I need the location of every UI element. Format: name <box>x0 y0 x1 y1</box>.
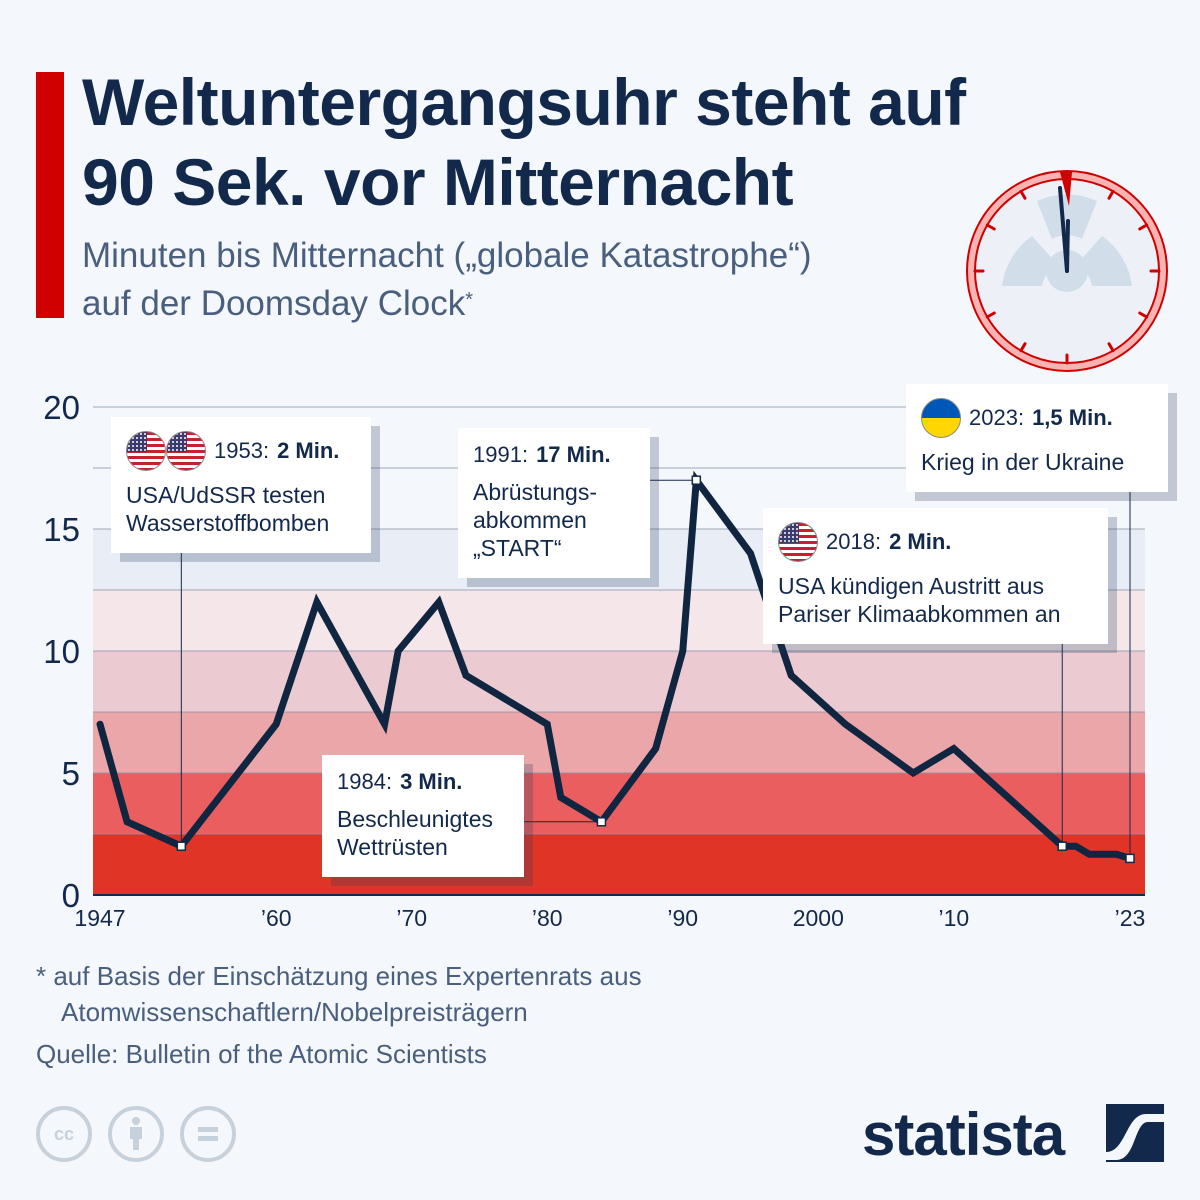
red-wedge <box>1060 172 1072 206</box>
data-point-marker <box>691 475 702 485</box>
footnote-line-2: Atomwissenschaftlern/Nobelpreisträgern <box>61 997 528 1027</box>
risk-band <box>93 834 1145 895</box>
annotation-value: 17 Min. <box>536 442 611 467</box>
annotation-line: Beschleunigtes <box>337 806 493 832</box>
data-point-marker <box>1125 853 1135 864</box>
annotation-text: USA/UdSSR testen Wasserstoffbomben <box>126 481 357 537</box>
subtitle-line-1: Minuten bis Mitternacht („globale Katast… <box>82 236 812 275</box>
flags <box>921 398 961 438</box>
cc-icon[interactable]: cc <box>36 1106 92 1162</box>
y-tick-label: 20 <box>43 389 80 426</box>
flags <box>126 431 206 471</box>
x-tick-label: ’70 <box>396 905 427 931</box>
subtitle: Minuten bis Mitternacht („globale Katast… <box>82 232 812 328</box>
cc-label: cc <box>53 1123 75 1144</box>
accent-bar <box>36 72 64 318</box>
annotation-1991: 1991: 17 Min. Abrüstungs-abkommen „START“ <box>458 428 650 578</box>
annotation-text: Beschleunigtes Wettrüsten <box>337 805 510 861</box>
x-tick-label: 2000 <box>793 905 844 931</box>
annotation-line: Wasserstoffbomben <box>126 510 330 536</box>
annotation-2023: 2023: 1,5 Min. Krieg in der Ukraine <box>906 384 1168 492</box>
title-line-1: Weltuntergangsuhr steht auf <box>82 65 966 139</box>
equals-glyph <box>198 1127 218 1141</box>
annotation-text: USA kündigen Austritt aus Pariser Klimaab… <box>778 572 1094 628</box>
footnote-marker: * <box>465 289 474 311</box>
annotation-line: „START“ <box>473 535 562 561</box>
annotation-line: Wettrüsten <box>337 834 448 860</box>
clock-tick <box>1107 342 1115 353</box>
clock-tick <box>1138 311 1149 319</box>
y-tick-label: 15 <box>43 511 80 548</box>
annotation-1953: 1953: 2 Min. USA/UdSSR testen Wasserstoffbo… <box>111 417 371 553</box>
risk-band <box>93 712 1145 773</box>
annotation-header: 1953: 2 Min. <box>126 431 357 471</box>
person-glyph <box>130 1117 142 1150</box>
page-title: Weltuntergangsuhr steht auf 90 Sek. vor … <box>82 62 966 222</box>
annotation-year: 1991: <box>473 442 529 467</box>
annotation-value: 1,5 Min. <box>1032 405 1113 430</box>
series-line <box>96 470 1134 862</box>
annotation-year: 1953: <box>214 438 270 463</box>
annotation-line: Abrüstungs- <box>473 479 598 505</box>
subtitle-line-2: auf der Doomsday Clock <box>82 284 466 323</box>
annotation-line: USA kündigen Austritt aus <box>778 573 1044 599</box>
annotation-text: Abrüstungs-abkommen „START“ <box>473 478 636 562</box>
x-tick-label: ’80 <box>532 905 563 931</box>
clock-tick <box>1138 223 1149 231</box>
attribution-icon[interactable] <box>108 1106 164 1162</box>
annotation-header: 2023: 1,5 Min. <box>921 398 1154 438</box>
annotation-line: Pariser Klimaabkommen an <box>778 601 1061 627</box>
footnote-line-1: * auf Basis der Einschätzung eines Exper… <box>36 961 642 991</box>
annotation-2018: 2018: 2 Min. USA kündigen Austritt aus Pari… <box>763 508 1108 644</box>
x-tick-label: ’10 <box>938 905 969 931</box>
us-flag-icon <box>126 431 166 471</box>
annotation-line: USA/UdSSR testen <box>126 482 326 508</box>
annotation-header: 1984: 3 Min. <box>337 769 510 795</box>
y-tick-label: 10 <box>43 633 80 670</box>
annotation-year: 2018: <box>826 529 882 554</box>
ussr-flag-icon <box>166 431 206 471</box>
x-tick-label: 1947 <box>74 905 125 931</box>
annotation-value: 2 Min. <box>277 438 340 463</box>
flags <box>778 522 818 562</box>
clock-tick <box>1019 342 1027 353</box>
data-point-marker <box>596 817 607 827</box>
annotation-value: 2 Min. <box>889 529 952 554</box>
clock-ticks <box>973 177 1161 365</box>
hour-hand <box>1065 219 1070 273</box>
y-tick-label: 0 <box>62 877 80 914</box>
doomsday-clock-icon <box>966 170 1168 372</box>
annotation-1984: 1984: 3 Min. Beschleunigtes Wettrüsten <box>322 755 524 877</box>
data-point-marker <box>176 841 187 851</box>
annotation-text: Krieg in der Ukraine <box>921 448 1154 476</box>
clock-tick <box>1107 189 1115 200</box>
annotation-line: Krieg in der Ukraine <box>921 449 1125 475</box>
annotation-header: 2018: 2 Min. <box>778 522 1094 562</box>
x-tick-label: ’90 <box>667 905 698 931</box>
annotation-year: 2023: <box>969 405 1025 430</box>
annotation-year: 1984: <box>337 769 393 794</box>
annotation-header: 1991: 17 Min. <box>473 442 636 468</box>
source-note: Quelle: Bulletin of the Atomic Scientist… <box>36 1039 487 1069</box>
statista-logo-mark-icon <box>1106 1104 1164 1162</box>
y-tick-label: 5 <box>62 755 80 792</box>
clock-tick <box>985 311 996 319</box>
annotation-value: 3 Min. <box>400 769 463 794</box>
risk-band <box>93 651 1145 712</box>
x-tick-label: ’60 <box>261 905 292 931</box>
no-derivatives-icon[interactable] <box>180 1106 236 1162</box>
clock-tick <box>1019 189 1027 200</box>
statista-logo[interactable]: statista <box>862 1101 1065 1168</box>
clock-tick <box>985 223 996 231</box>
us-flag-icon <box>778 522 818 562</box>
footnote: * auf Basis der Einschätzung eines Exper… <box>36 958 642 1030</box>
ukraine-flag-icon <box>921 398 961 438</box>
annotation-line: abkommen <box>473 507 587 533</box>
title-line-2: 90 Sek. vor Mitternacht <box>82 145 794 219</box>
x-tick-label: ’23 <box>1115 905 1146 931</box>
data-point-marker <box>1057 841 1067 851</box>
